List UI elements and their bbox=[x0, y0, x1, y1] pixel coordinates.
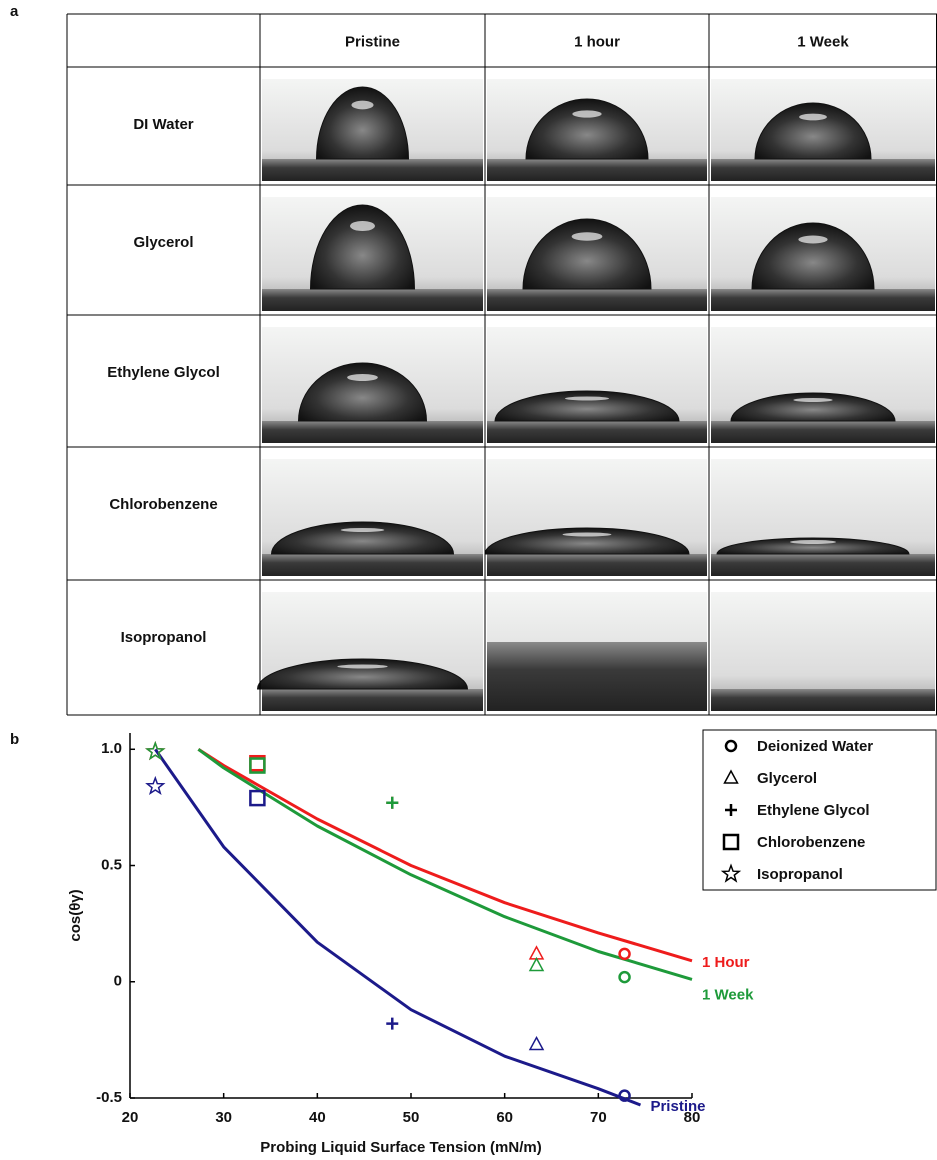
highlight bbox=[563, 533, 612, 537]
droplet-photo bbox=[711, 327, 935, 443]
substrate bbox=[262, 689, 483, 711]
droplet-photo bbox=[262, 197, 483, 311]
panel-label: a bbox=[10, 3, 19, 20]
substrate bbox=[487, 642, 707, 711]
legend-label: Deionized Water bbox=[757, 738, 873, 755]
x-tick-label: 70 bbox=[590, 1109, 607, 1126]
marker bbox=[386, 1018, 398, 1030]
droplet-photo bbox=[487, 197, 707, 311]
droplet-photo bbox=[485, 459, 707, 576]
droplet-photo bbox=[711, 79, 935, 181]
marker bbox=[147, 778, 163, 793]
substrate bbox=[487, 421, 707, 443]
highlight bbox=[565, 397, 609, 401]
droplet-photo bbox=[487, 592, 707, 711]
y-tick-label: -0.5 bbox=[96, 1089, 122, 1106]
panel-label: b bbox=[10, 731, 19, 748]
marker bbox=[386, 797, 398, 809]
x-tick-label: 60 bbox=[496, 1109, 513, 1126]
marker bbox=[530, 1038, 543, 1050]
x-tick-label: 30 bbox=[215, 1109, 232, 1126]
droplet-photo bbox=[262, 327, 483, 443]
highlight bbox=[790, 540, 836, 544]
droplet-photo bbox=[711, 592, 935, 711]
marker bbox=[530, 958, 543, 970]
series-label: Pristine bbox=[650, 1098, 705, 1115]
x-axis-title: Probing Liquid Surface Tension (mN/m) bbox=[260, 1139, 541, 1156]
substrate bbox=[262, 554, 483, 576]
substrate bbox=[487, 159, 707, 181]
substrate bbox=[711, 289, 935, 311]
highlight bbox=[799, 114, 827, 121]
substrate bbox=[711, 554, 935, 576]
series-label: 1 Week bbox=[702, 986, 754, 1003]
legend-label: Glycerol bbox=[757, 770, 817, 787]
highlight bbox=[337, 665, 387, 669]
y-tick-label: 0.5 bbox=[101, 856, 122, 873]
substrate bbox=[487, 554, 707, 576]
column-header: 1 Week bbox=[797, 33, 849, 50]
marker bbox=[620, 949, 630, 959]
highlight bbox=[350, 221, 375, 231]
fit-curve bbox=[198, 749, 692, 961]
y-tick-label: 1.0 bbox=[101, 740, 122, 757]
substrate bbox=[711, 689, 935, 711]
highlight bbox=[347, 374, 378, 381]
substrate bbox=[262, 421, 483, 443]
highlight bbox=[572, 232, 603, 240]
column-header: Pristine bbox=[345, 33, 400, 50]
y-tick-label: 0 bbox=[114, 973, 122, 990]
droplet-photo bbox=[258, 592, 484, 711]
column-header: 1 hour bbox=[574, 33, 620, 50]
legend-label: Chlorobenzene bbox=[757, 834, 865, 851]
image-table: Pristine 1 hour 1 Week DI Water Glycerol Ethy… bbox=[67, 14, 937, 715]
row-header: Isopropanol bbox=[121, 629, 207, 646]
x-tick-label: 40 bbox=[309, 1109, 326, 1126]
row-header: Ethylene Glycol bbox=[107, 364, 220, 381]
droplet-photo bbox=[262, 459, 483, 576]
figure: a b Pristine 1 hour 1 Week DI Water Glycerol… bbox=[0, 0, 937, 1160]
marker bbox=[620, 972, 630, 982]
row-header: Glycerol bbox=[133, 234, 193, 251]
highlight bbox=[798, 236, 827, 244]
highlight bbox=[341, 528, 385, 532]
series-label: 1 Hour bbox=[702, 954, 750, 971]
row-header: DI Water bbox=[133, 116, 193, 133]
legend-label: Isopropanol bbox=[757, 866, 843, 883]
y-axis-title: cos(θγ) bbox=[67, 889, 84, 941]
legend-label: Ethylene Glycol bbox=[757, 802, 870, 819]
highlight bbox=[793, 398, 832, 402]
substrate bbox=[487, 289, 707, 311]
substrate bbox=[262, 289, 483, 311]
x-tick-label: 20 bbox=[122, 1109, 139, 1126]
substrate bbox=[711, 421, 935, 443]
droplet-photo bbox=[262, 79, 483, 181]
substrate bbox=[711, 159, 935, 181]
droplet-photo bbox=[487, 327, 707, 443]
substrate bbox=[262, 159, 483, 181]
droplet-photo bbox=[711, 197, 935, 311]
row-header: Chlorobenzene bbox=[109, 496, 217, 513]
x-tick-label: 50 bbox=[403, 1109, 420, 1126]
fit-curve bbox=[198, 749, 692, 979]
droplet-photo bbox=[487, 79, 707, 181]
highlight bbox=[351, 101, 373, 110]
highlight bbox=[572, 110, 601, 117]
droplet-photo bbox=[711, 459, 935, 576]
